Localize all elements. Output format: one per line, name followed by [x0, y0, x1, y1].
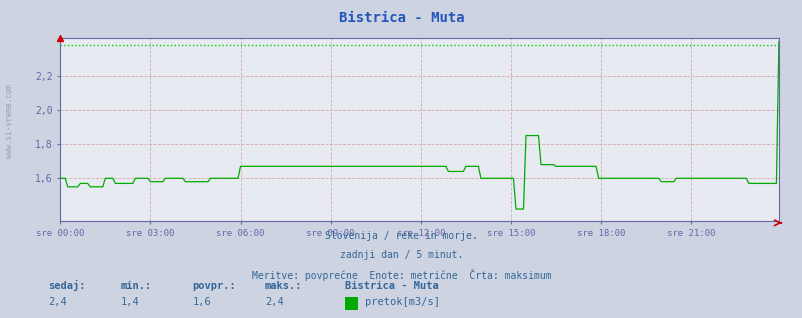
- Text: Bistrica - Muta: Bistrica - Muta: [345, 281, 439, 291]
- Text: www.si-vreme.com: www.si-vreme.com: [5, 84, 14, 158]
- Text: zadnji dan / 5 minut.: zadnji dan / 5 minut.: [339, 250, 463, 259]
- Text: 1,6: 1,6: [192, 297, 211, 307]
- Text: 2,4: 2,4: [48, 297, 67, 307]
- Text: pretok[m3/s]: pretok[m3/s]: [365, 297, 439, 307]
- Text: Meritve: povprečne  Enote: metrične  Črta: maksimum: Meritve: povprečne Enote: metrične Črta:…: [251, 269, 551, 281]
- Text: min.:: min.:: [120, 281, 152, 291]
- Text: 2,4: 2,4: [265, 297, 283, 307]
- Text: povpr.:: povpr.:: [192, 281, 236, 291]
- Text: 1,4: 1,4: [120, 297, 139, 307]
- Text: maks.:: maks.:: [265, 281, 302, 291]
- Text: Slovenija / reke in morje.: Slovenija / reke in morje.: [325, 231, 477, 240]
- Text: sedaj:: sedaj:: [48, 280, 86, 291]
- Text: Bistrica - Muta: Bistrica - Muta: [338, 11, 464, 25]
